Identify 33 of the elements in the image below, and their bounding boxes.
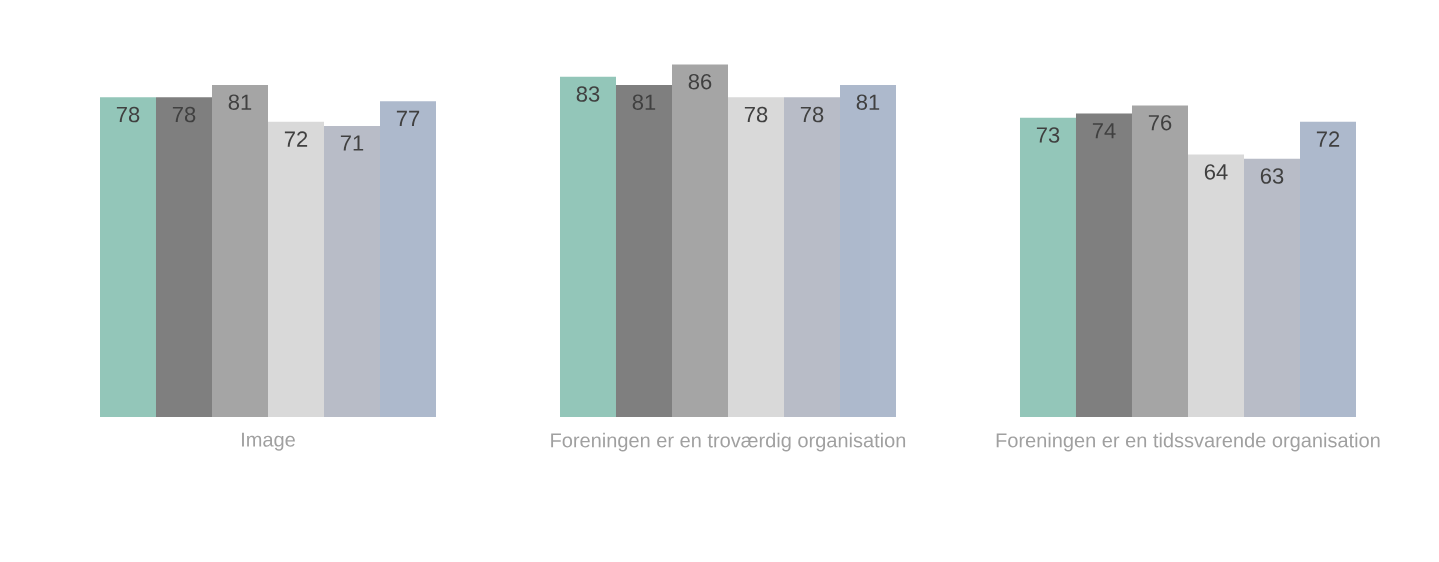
- bar: [1019, 117, 1076, 417]
- data-label: 83: [576, 86, 600, 102]
- x-tick-label: Foreningen er en troværdig organisation: [551, 432, 906, 452]
- data-label: 81: [228, 94, 252, 111]
- bar: [728, 97, 784, 417]
- bar: [1187, 154, 1244, 417]
- bar: [212, 84, 268, 417]
- bar: [156, 97, 212, 417]
- data-label: 72: [1316, 131, 1340, 147]
- data-label: 78: [744, 106, 768, 123]
- data-label: 63: [1260, 168, 1284, 184]
- data-label: 78: [800, 106, 824, 123]
- x-tick-label: Image: [242, 432, 295, 451]
- data-label: 86: [688, 73, 712, 90]
- bar: [559, 76, 616, 417]
- bar: [100, 97, 156, 417]
- data-label: 81: [632, 94, 656, 111]
- data-label: 73: [1036, 127, 1060, 143]
- data-label: 64: [1204, 164, 1228, 180]
- bar: [1131, 105, 1188, 417]
- data-label: 78: [172, 106, 196, 123]
- data-label: 81: [856, 94, 880, 111]
- data-label: 71: [340, 135, 364, 151]
- bar: [615, 84, 672, 417]
- data-label: 72: [284, 131, 308, 147]
- data-label: 78: [116, 106, 140, 123]
- bar: [672, 64, 728, 417]
- data-label: 74: [1092, 123, 1116, 139]
- x-tick-label: Foreningen er en tidssvarende organisation: [996, 432, 1380, 452]
- data-label: 76: [1148, 114, 1172, 131]
- bar: [1075, 113, 1132, 417]
- bar: [268, 121, 324, 417]
- data-label: 77: [396, 110, 420, 126]
